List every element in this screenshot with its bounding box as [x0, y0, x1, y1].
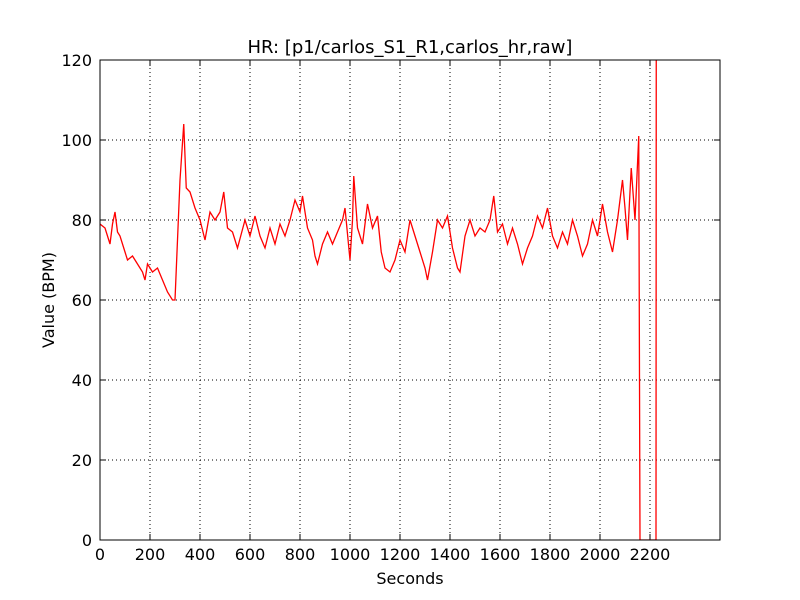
y-tick-label: 20	[72, 451, 92, 470]
x-axis-label: Seconds	[376, 569, 443, 588]
y-tick-label: 100	[61, 131, 92, 150]
chart-title: HR: [p1/carlos_S1_R1,carlos_hr,raw]	[248, 37, 573, 58]
x-tick-label: 0	[95, 545, 105, 564]
y-tick-label: 80	[72, 211, 92, 230]
x-tick-label: 1200	[380, 545, 421, 564]
x-tick-label: 400	[185, 545, 216, 564]
x-tick-label: 1600	[480, 545, 521, 564]
y-tick-label: 120	[61, 51, 92, 70]
y-tick-label: 40	[72, 371, 92, 390]
x-tick-label: 2000	[580, 545, 621, 564]
y-tick-label: 0	[82, 531, 92, 550]
x-tick-label: 600	[235, 545, 266, 564]
plot-frame	[99, 59, 721, 541]
x-tick-label: 200	[135, 545, 166, 564]
x-tick-label: 1400	[430, 545, 471, 564]
x-tick-label: 1000	[330, 545, 371, 564]
data-line	[100, 60, 657, 540]
x-tick-label: 1800	[530, 545, 571, 564]
y-tick-label: 60	[72, 291, 92, 310]
x-tick-label: 2200	[630, 545, 671, 564]
y-axis-label: Value (BPM)	[39, 252, 58, 348]
x-tick-label: 800	[285, 545, 316, 564]
